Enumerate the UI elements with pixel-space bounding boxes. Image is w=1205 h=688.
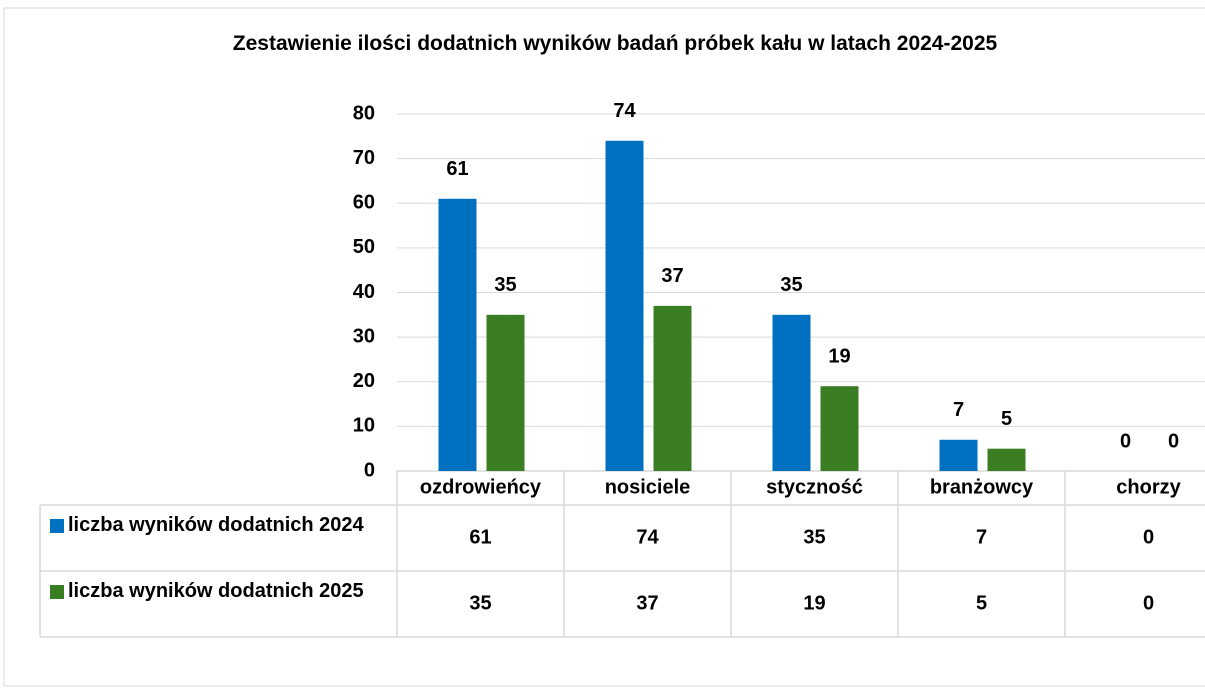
bar xyxy=(486,314,525,471)
table-value: 5 xyxy=(976,592,987,614)
x-tick-label: nosiciele xyxy=(605,476,691,498)
chart-border xyxy=(3,7,1205,687)
title-box: Zestawienie ilości dodatnich wyników bad… xyxy=(232,32,998,55)
table-value: 7 xyxy=(976,526,987,548)
y-tick-label: 30 xyxy=(353,325,375,347)
bar xyxy=(772,314,811,471)
legend-box: liczba wyników dodatnich 2024 xyxy=(68,514,364,536)
legend-box: liczba wyników dodatnich 2025 xyxy=(68,580,364,602)
y-tick-label: 40 xyxy=(353,281,375,303)
table-value: 35 xyxy=(803,526,825,548)
bar xyxy=(605,140,644,471)
table-value: 19 xyxy=(803,592,825,614)
legend-label: liczba wyników dodatnich 2024 xyxy=(68,514,364,536)
data-label: 0 xyxy=(1120,430,1131,452)
bar xyxy=(939,439,978,471)
data-label: 61 xyxy=(446,158,468,180)
legend-swatch xyxy=(50,519,64,533)
data-label: 37 xyxy=(661,265,683,287)
table-value: 74 xyxy=(636,526,659,548)
bar xyxy=(653,305,692,471)
data-label: 5 xyxy=(1001,408,1012,430)
y-tick-label: 50 xyxy=(353,236,375,258)
y-tick-label: 70 xyxy=(353,147,375,169)
chart-title: Zestawienie ilości dodatnich wyników bad… xyxy=(232,32,998,55)
data-label: 7 xyxy=(953,399,964,421)
x-tick-label: chorzy xyxy=(1116,476,1181,498)
table-value: 61 xyxy=(469,526,491,548)
y-tick-label: 0 xyxy=(364,459,375,481)
y-tick-label: 20 xyxy=(353,370,375,392)
data-label: 35 xyxy=(494,274,516,296)
legend-swatch xyxy=(50,585,64,599)
data-label: 19 xyxy=(828,345,850,367)
legend-label: liczba wyników dodatnich 2025 xyxy=(68,580,364,602)
table-value: 37 xyxy=(636,592,658,614)
data-label: 35 xyxy=(780,274,802,296)
data-label: 74 xyxy=(613,100,636,122)
table-value: 35 xyxy=(469,592,491,614)
x-tick-label: styczność xyxy=(766,476,863,498)
bar xyxy=(987,448,1026,471)
table-value: 0 xyxy=(1143,592,1154,614)
data-label: 0 xyxy=(1168,430,1179,452)
x-tick-label: ozdrowieńcy xyxy=(420,476,542,498)
y-tick-label: 10 xyxy=(353,415,375,437)
y-tick-label: 60 xyxy=(353,192,375,214)
table-value: 0 xyxy=(1143,526,1154,548)
bar xyxy=(820,386,859,471)
y-tick-label: 80 xyxy=(353,102,375,124)
bar xyxy=(438,198,477,471)
x-tick-label: branżowcy xyxy=(930,476,1034,498)
